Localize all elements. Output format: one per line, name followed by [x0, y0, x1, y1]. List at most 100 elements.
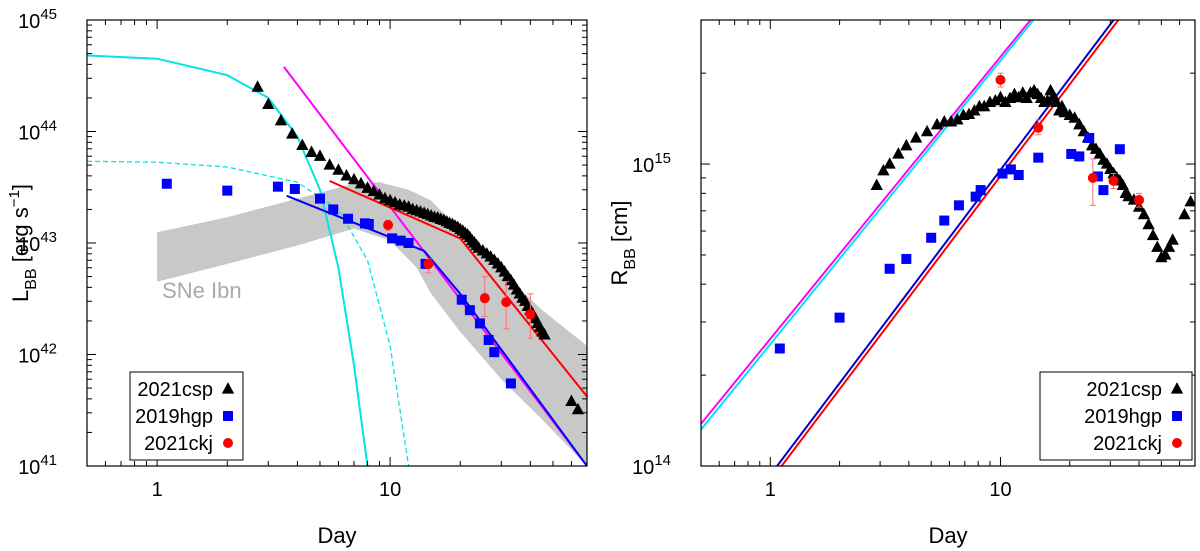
legend-label-2019hgp: 2019hgp [135, 406, 213, 428]
data-point [571, 402, 585, 415]
data-point [1050, 95, 1063, 108]
data-point [1134, 195, 1145, 206]
data-point [1166, 233, 1179, 245]
model-curve-2 [283, 66, 587, 466]
y-tick-exponent: 45 [40, 6, 57, 23]
data-point [970, 191, 981, 202]
data-point [489, 347, 500, 358]
legend-marker-2021csp [1170, 382, 1184, 394]
y-tick-exponent: 44 [40, 118, 57, 135]
data-point [565, 394, 578, 406]
legend-marker-2021ckj [1172, 438, 1182, 448]
data-point [363, 219, 374, 230]
data-point [989, 93, 1002, 106]
data-point [1013, 169, 1024, 180]
data-point [975, 185, 986, 196]
data-point [340, 169, 353, 181]
model-curve-3 [780, 20, 1120, 466]
model-curve-1 [701, 20, 1032, 425]
data-point [354, 176, 368, 189]
data-point [1066, 148, 1077, 159]
data-point [930, 117, 944, 130]
series-2021csp [251, 80, 585, 415]
data-point [901, 253, 912, 264]
data-point [161, 178, 172, 189]
data-point [272, 181, 283, 192]
data-point [505, 378, 516, 389]
y-axis-label: RBB [cm] [607, 201, 639, 286]
data-point [403, 238, 414, 248]
model-curve-3 [286, 194, 587, 466]
data-point [395, 235, 406, 246]
data-point [387, 233, 398, 244]
data-point [774, 343, 785, 354]
data-point [286, 127, 299, 139]
data-point [296, 138, 309, 151]
data-point [305, 145, 318, 157]
data-point [900, 138, 913, 151]
legend-label-2021csp: 2021csp [137, 379, 213, 401]
data-point [328, 204, 339, 215]
legend-label-2021ckj: 2021ckj [1093, 433, 1162, 455]
x-axis: 1 10 Day [86, 20, 588, 548]
legend: 2021csp 2019hgp 2021ckj [129, 371, 244, 461]
data-point [995, 74, 1006, 85]
data-point [877, 163, 890, 176]
y-axis: 1014 1015 RBB [cm] [607, 19, 1195, 479]
axes-frame [700, 19, 1196, 467]
y-tick-label: 1042 [18, 341, 57, 368]
data-point [892, 147, 905, 159]
series-2021csp [870, 83, 1195, 263]
y-label-main: R [607, 270, 632, 286]
y-tick-base: 10 [632, 457, 654, 479]
data-point [314, 193, 325, 204]
data-point [1041, 93, 1054, 106]
y-label-unit-close: ] [8, 184, 33, 190]
model-curve-4 [329, 180, 587, 398]
plot-area [701, 20, 1195, 466]
data-point [1068, 111, 1081, 123]
data-point [884, 263, 895, 274]
y-tick-base: 10 [18, 123, 40, 145]
data-point [222, 185, 233, 196]
data-point [347, 172, 361, 185]
data-point [909, 131, 923, 143]
y-tick-label: 1014 [632, 452, 671, 479]
data-point [1159, 248, 1172, 260]
y-label-subscript: BB [622, 248, 639, 269]
y-tick-base: 10 [18, 234, 40, 256]
data-point [1074, 151, 1085, 162]
data-point [1108, 175, 1119, 186]
model-curve-0 [701, 20, 1035, 431]
y-axis-label: LBB [erg s−1] [6, 184, 40, 302]
y-tick-base: 10 [18, 11, 40, 33]
band-annotation: SNe Ibn [162, 278, 242, 303]
data-point [1073, 117, 1086, 130]
data-point [1178, 207, 1191, 220]
y-tick-label: 1041 [18, 452, 57, 479]
data-point [1092, 171, 1103, 182]
y-tick-label: 1015 [632, 150, 671, 177]
x-tick-label: 1 [765, 479, 776, 501]
data-point [501, 297, 512, 308]
data-point [926, 232, 937, 243]
data-point [274, 113, 288, 126]
data-point [1098, 185, 1109, 196]
data-point [361, 181, 374, 193]
x-tick-label: 10 [989, 479, 1011, 501]
model-curve-2 [776, 20, 1115, 466]
y-label-unit: [cm] [607, 201, 632, 249]
data-point [251, 80, 264, 92]
data-point [997, 168, 1008, 179]
model-curve-0 [87, 54, 369, 466]
data-point [289, 184, 300, 195]
legend: 2021csp 2019hgp 2021ckj [1039, 371, 1193, 461]
data-point [962, 107, 976, 120]
data-point [1033, 122, 1044, 133]
data-point [423, 258, 434, 269]
data-point [538, 328, 551, 340]
data-point [383, 220, 394, 231]
